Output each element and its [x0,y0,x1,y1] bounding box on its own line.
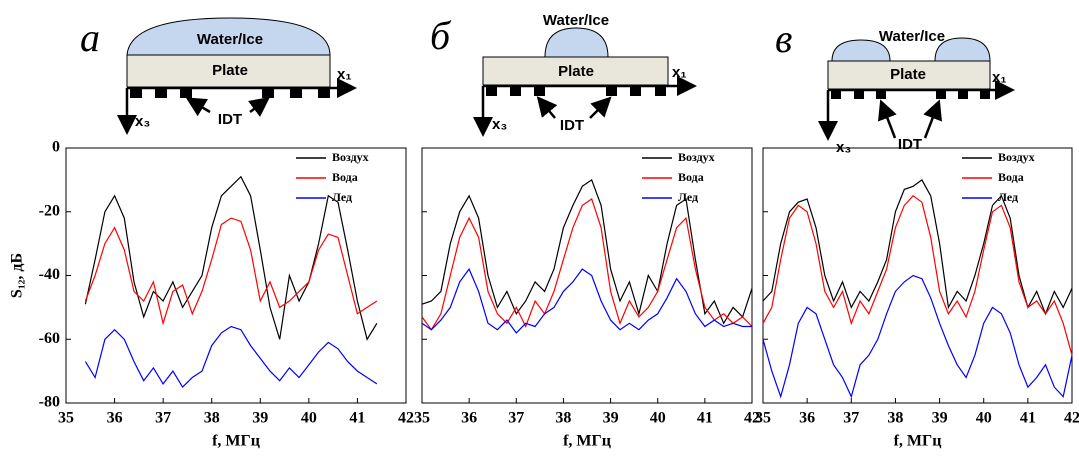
idt-arrow [923,99,942,139]
x-tick-label: 37 [508,410,524,427]
legend-label: Воздух [678,150,715,164]
x-tick-label: 36 [799,410,815,427]
x-tick-label: 40 [650,410,666,427]
water-ice [831,39,891,62]
legend-label: Вода [332,170,358,184]
y-tick-label: -80 [39,394,60,411]
x-tick-label: 37 [155,410,171,427]
x-tick-label: 35 [755,410,771,427]
x-axis-label: f, МГц [212,433,260,450]
series-line [84,175,378,341]
legend-label: Вода [678,170,704,184]
x3-label: x₃ [492,116,507,133]
electrodes [831,90,990,99]
legend-label: Лед [332,190,352,204]
series-line [84,217,378,326]
x-tick-label: 36 [461,410,477,427]
x-tick-label: 40 [301,410,317,427]
x-tick-label: 42 [398,410,414,427]
idt-arrow [536,96,558,119]
x3-label: x₃ [135,113,150,130]
idt-arrow [589,96,612,119]
x-tick-label: 41 [1020,410,1036,427]
water-label: Water/Ice [197,31,263,48]
x-tick-label: 39 [932,410,948,427]
x3-label: x₃ [836,139,851,156]
plate [126,54,331,88]
x-tick-label: 37 [843,410,859,427]
x1-label: x₁ [337,66,352,83]
series-line [84,325,378,389]
legend-label: Воздух [332,150,369,164]
water-ice [126,17,331,56]
x-tick-label: 36 [107,410,123,427]
x-tick-label: 38 [204,410,220,427]
panel-label: в [775,16,792,61]
diagram-c: в Water/Ice Plate x₁ x₃ IDT [775,16,1015,156]
electrodes [486,86,666,96]
diagram-b: б Water/Ice Plate x₁ x₃ IDT [430,12,697,137]
idt-label: IDT [218,111,242,128]
x-tick-label: 42 [1064,410,1079,427]
electrodes [130,88,330,98]
idt-arrow [185,97,211,117]
x-tick-label: 35 [414,410,430,427]
water-ice [934,37,991,62]
x-tick-label: 38 [887,410,903,427]
series-line [762,179,1073,316]
panel-label: б [430,13,452,58]
plate [482,56,669,86]
x-tick-label: 41 [697,410,713,427]
plate-label: Plate [558,63,594,80]
panel-label: а [80,15,100,60]
y-axis-label: S₁₂, дБ [9,253,26,298]
plot-frame [762,147,1073,404]
diagram-a: а Water/Ice Plate x₁ x₃ IDT [80,15,357,135]
x-tick-label: 38 [555,410,571,427]
idt-arrow [878,99,897,139]
y-tick-label: 0 [52,139,60,156]
y-tick-label: -60 [39,330,60,347]
x-axis-label: f, МГц [894,433,942,450]
water-ice [544,27,609,58]
series-line [421,178,753,325]
x-axis-label: f, МГц [563,433,611,450]
idt-arrow [248,97,270,117]
legend-label: Воздух [998,150,1035,164]
plate-label: Plate [212,62,248,79]
idt-label: IDT [898,136,922,153]
y-tick-label: -20 [39,202,60,219]
x-tick-label: 39 [603,410,619,427]
series-line [421,267,752,334]
legend-label: Вода [998,170,1024,184]
legend-label: Лед [998,190,1018,204]
plot-frame [65,147,407,404]
water-label: Water/Ice [543,12,609,29]
y-tick-label: -40 [39,266,60,283]
x-tick-label: 35 [58,410,74,427]
x-tick-label: 40 [976,410,992,427]
x1-label: x₁ [992,69,1007,86]
water-label: Water/Ice [879,28,945,45]
x-tick-label: 42 [744,410,760,427]
legend-label: Лед [678,190,698,204]
idt-label: IDT [560,117,584,134]
x-tick-label: 39 [252,410,268,427]
series-line [762,194,1073,356]
plate-label: Plate [890,66,926,83]
series-line [421,198,753,331]
x-tick-label: 41 [349,410,365,427]
x1-label: x₁ [672,64,687,81]
series-line [762,274,1073,399]
